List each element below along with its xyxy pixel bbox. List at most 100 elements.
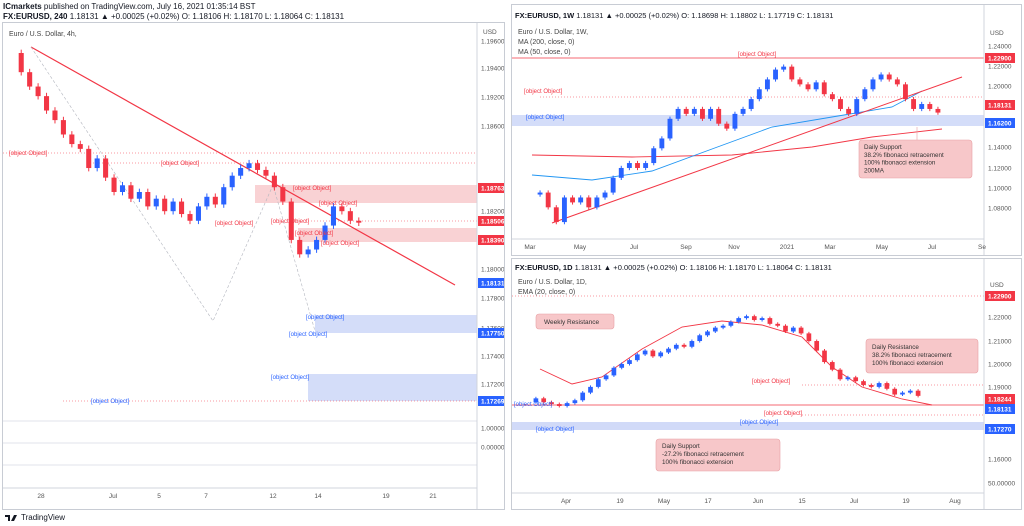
w1-ohlc: 1.18131 ▲ +0.00025 (+0.02%) O: 1.18698 H… [576,11,834,20]
h4-candle [60,120,66,135]
h4-chart-panel[interactable]: Euro / U.S. Dollar, 4h, 1.19600 1.19400 1.… [2,22,505,510]
d1-candle [736,318,742,322]
w1-daily-support-callout[interactable] [858,139,973,179]
w1-candle [651,148,657,164]
d1-price-tag-label: 1.18244 [988,397,1012,404]
d1-header-line: FX:EURUSD, 1D 1.18131 ▲ +0.00025 (+0.02%… [515,263,832,272]
h4-price-tick: 1.18000 [481,267,504,274]
d1-candle [744,316,749,319]
d1-candle [751,316,757,321]
d1-callout-line: Weekly Resistance [544,319,600,326]
d1-chart-panel[interactable]: FX:EURUSD, 1D 1.18131 ▲ +0.00025 (+0.02%… [511,258,1022,510]
w1-chart-panel[interactable]: FX:EURUSD, 1W 1.18131 ▲ +0.00025 (+0.02%… [511,4,1022,256]
d1-chart-canvas[interactable]: 1.22000 1.21000 1.20000 1.19000 1.16000 50.00… [512,259,1021,509]
h4-price-tag [478,183,504,193]
d1-time-tick: 17 [704,498,712,505]
h4-candle [86,148,92,169]
tradingview-logo[interactable]: TradingView [4,513,65,522]
w1-time-tick: Jul [630,244,639,251]
h4-fib-label: [object Object] [9,151,48,157]
w1-candle [675,108,681,119]
d1-ema-legend[interactable]: EMA (20, close, 0) [518,289,576,296]
h4-candle [271,175,277,188]
w1-candle [561,197,567,223]
w1-candle [700,108,705,119]
w1-fib-label: [object Object] [524,89,563,95]
h4-candle [170,201,176,212]
d1-price-tag [985,394,1015,404]
d1-daily-support-callout[interactable] [655,438,781,472]
d1-candle [634,354,640,361]
d1-subtitle: Euro / U.S. Dollar, 1D, [518,279,587,286]
w1-ma50-line[interactable] [531,90,923,181]
d1-daily-resistance-callout[interactable] [865,338,979,374]
d1-candle [775,323,781,326]
h4-chart-canvas[interactable]: 1.19600 1.19400 1.19200 1.18600 1.18200 1.180… [3,23,504,509]
h4-fib-label: [object Object] [321,241,360,247]
w1-callout-line: 38.2% fibonacci retracement [864,152,944,159]
d1-ema-line[interactable] [539,320,933,406]
w1-candle [903,84,908,100]
w1-candle [643,163,649,168]
w1-candle [708,108,714,119]
h4-candle [119,185,126,192]
d1-weekly-resistance-callout[interactable] [535,313,615,330]
d1-candle [728,321,734,326]
w1-ma200-line[interactable] [531,128,943,158]
w1-time-tick: May [574,244,587,251]
d1-candle [861,381,866,385]
h4-candle [94,158,100,169]
w1-candle [919,104,925,109]
d1-candle [767,318,773,324]
h4-candle [18,53,24,73]
d1-price-tick: 50.00000 [988,481,1015,488]
d1-time-tick: Jul [850,498,859,505]
d1-candle [907,390,913,393]
w1-candle [586,197,592,208]
w1-candle [846,108,852,114]
d1-candle [556,404,562,406]
w1-symbol-line: FX:EURUSD, 1W [515,11,575,20]
w1-candle [878,74,884,80]
d1-fib-label: [object Object] [514,402,553,408]
h4-ohlc: 1.18131 ▲ +0.00025 (+0.02%) O: 1.18106 H… [69,12,345,21]
h4-candle [238,168,244,176]
w1-support-zone [512,115,984,126]
h4-fib-label: [object Object] [293,186,332,192]
w1-chart-canvas[interactable]: 1.240001.220001.200001.180001.140001.120… [512,5,1021,255]
h4-price-tag [478,328,504,338]
d1-candle [533,398,539,403]
d1-callout-line: -27.2% fibonacci retracement [662,451,744,458]
d1-candle [611,367,617,376]
d1-time-tick: Apr [561,498,572,505]
h4-candle [128,185,134,199]
d1-candle [915,390,921,396]
h4-trend-line[interactable] [30,46,456,286]
w1-candle [659,138,665,149]
h4-price-tag-label: 1.18390 [481,238,504,245]
w1-callout-line: 200MA [864,167,885,174]
d1-candle [541,398,547,403]
w1-candle [789,66,795,80]
d1-ohlc: 1.18131 ▲ +0.00025 (+0.02%) O: 1.18106 H… [574,263,832,272]
h4-candle [187,214,193,221]
w1-trend-line[interactable] [551,76,963,224]
h4-symbol-line: FX:EURUSD, 240 [3,12,68,21]
d1-time-tick: May [658,498,671,505]
w1-time-tick: Nov [728,244,740,251]
d1-candle [783,325,788,332]
w1-ma200-legend[interactable]: MA (200, close, 0) [518,39,575,46]
h4-time-tick: 14 [314,493,322,500]
publisher-name[interactable]: ICmarkets [3,2,42,11]
w1-ma50-legend[interactable]: MA (50, close, 0) [518,49,571,56]
w1-candle [635,163,640,168]
d1-fib-label: [object Object] [740,420,779,426]
d1-candle [759,318,765,321]
d1-fib-label: [object Object] [752,379,791,385]
d1-candle [814,341,820,351]
h4-time-tick: 28 [37,493,45,500]
w1-candle [773,69,778,80]
h4-candle [69,134,75,145]
d1-candle [868,384,874,387]
d1-candle [564,403,570,406]
